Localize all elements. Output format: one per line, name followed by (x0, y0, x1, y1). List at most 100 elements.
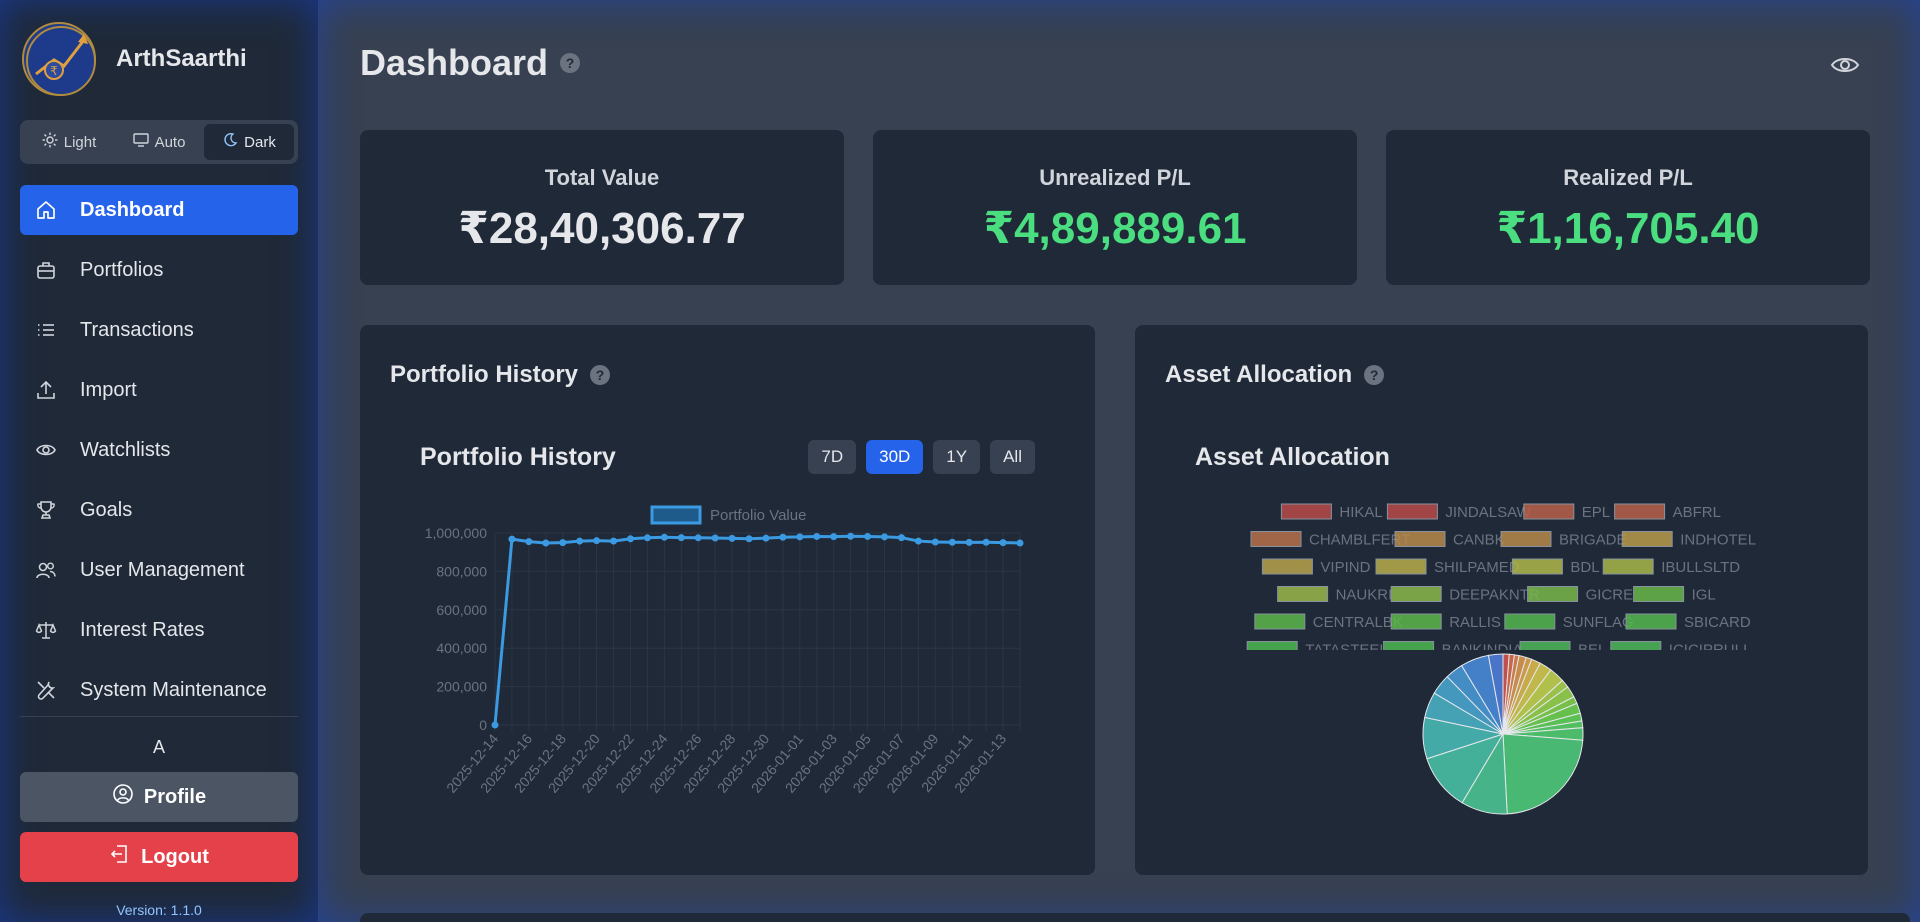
data-point (914, 537, 922, 545)
help-icon[interactable]: ? (560, 53, 581, 73)
legend-swatch (1523, 503, 1575, 520)
sidebar-item-user-management[interactable]: User Management (20, 545, 298, 595)
privacy-toggle-button[interactable] (1830, 50, 1860, 85)
data-point (982, 538, 990, 546)
legend-label: EPL (1582, 504, 1610, 521)
pie-slice (1502, 733, 1584, 815)
help-icon[interactable]: ? (590, 365, 611, 385)
home-icon (34, 198, 58, 222)
legend-label: ICICIPRULI (1669, 642, 1747, 659)
theme-auto-button[interactable]: Auto (114, 124, 204, 160)
data-point (542, 539, 550, 547)
range-30d-button[interactable]: 30D (866, 440, 924, 474)
legend-swatch (1246, 641, 1298, 650)
logout-label: Logout (141, 845, 209, 868)
theme-dark-button[interactable]: Dark (204, 124, 294, 160)
legend-label: IBULLSLTD (1661, 559, 1740, 576)
legend-label: IGL (1692, 587, 1716, 604)
sidebar-item-goals[interactable]: Goals (20, 485, 298, 535)
user-initial: A (152, 737, 165, 757)
legend-swatch (1519, 641, 1571, 650)
legend-swatch (1390, 613, 1442, 630)
legend-label: JINDALSAW (1445, 504, 1531, 521)
theme-dark-label: Dark (244, 133, 276, 151)
legend-swatch (1504, 613, 1556, 630)
sidebar-item-label: Import (80, 378, 137, 401)
legend-swatch (1383, 641, 1435, 650)
data-point (576, 537, 584, 545)
data-point (525, 538, 533, 546)
sidebar-item-import[interactable]: Import (20, 365, 298, 415)
sidebar-item-portfolios[interactable]: Portfolios (20, 245, 298, 295)
eye-icon (34, 438, 58, 462)
page-title-text: Dashboard (360, 42, 549, 83)
sidebar-item-label: Dashboard (80, 198, 185, 221)
sidebar: ₹ ArthSaarthi Light Auto (0, 0, 318, 922)
sidebar-item-interest-rates[interactable]: Interest Rates (20, 605, 298, 655)
data-point (796, 533, 804, 541)
legend-label: ABFRL (1673, 504, 1721, 521)
brand[interactable]: ₹ ArthSaarthi (22, 22, 247, 96)
range-selector: 7D 30D 1Y All (808, 440, 1035, 474)
sidebar-item-dashboard[interactable]: Dashboard (20, 185, 298, 235)
stat-card-realized-pl: Realized P/L ₹1,16,705.40 (1386, 130, 1870, 285)
legend-label: TATASTEEL (1305, 642, 1388, 659)
legend-swatch (1500, 531, 1552, 547)
logout-button[interactable]: Logout (20, 832, 298, 882)
main-content: Dashboard ? Total Value ₹28,40,306.77 Un… (318, 0, 1920, 922)
legend-label: BRIGADE (1559, 532, 1627, 549)
sidebar-divider (20, 716, 298, 717)
asset-allocation-chart[interactable]: HIKAL JINDALSAW EPL ABFRL CHAMBLFERT CANBK BRI… (1135, 325, 1868, 875)
y-tick-label: 400,000 (436, 640, 487, 656)
next-panel-edge (360, 913, 1910, 922)
legend-label: NAUKRI (1336, 587, 1393, 604)
svg-text:₹: ₹ (50, 64, 58, 78)
range-all-button[interactable]: All (990, 440, 1035, 474)
eye-icon (1830, 58, 1860, 84)
stat-label: Realized P/L (1563, 165, 1693, 190)
legend-swatch (1386, 503, 1438, 520)
data-point (931, 538, 939, 546)
sidebar-item-watchlists[interactable]: Watchlists (20, 425, 298, 475)
sidebar-item-label: Portfolios (80, 258, 164, 281)
sidebar-item-label: System Maintenance (80, 678, 267, 701)
chart-title: Portfolio History (420, 443, 616, 471)
app-version: Version: 1.1.0 (116, 902, 202, 918)
range-1y-button[interactable]: 1Y (933, 440, 981, 474)
legend-swatch (1261, 558, 1313, 575)
legend-label: CENTRALBK (1313, 614, 1403, 631)
data-point (847, 532, 855, 540)
legend-swatch (1610, 641, 1662, 650)
sidebar-item-label: Interest Rates (80, 618, 205, 641)
portfolio-history-chart[interactable]: Portfolio Value 1,000,000 800,000 600,000 40… (360, 325, 1095, 875)
legend-swatch (1277, 586, 1329, 602)
help-icon[interactable]: ? (1364, 365, 1385, 385)
scale-icon (34, 618, 58, 642)
data-point (745, 535, 753, 543)
legend-label: SUNFLAG (1563, 614, 1634, 631)
data-point (813, 532, 821, 540)
data-point (897, 534, 905, 542)
data-point (948, 538, 956, 546)
legend-swatch (1280, 503, 1332, 520)
profile-button[interactable]: Profile (20, 772, 298, 822)
range-7d-button[interactable]: 7D (808, 440, 857, 474)
sidebar-item-transactions[interactable]: Transactions (20, 305, 298, 355)
sidebar-nav: Dashboard Portfolios Transactions Import (20, 185, 298, 725)
theme-light-button[interactable]: Light (24, 124, 114, 160)
legend-swatch (1602, 558, 1654, 575)
legend-swatch (1633, 586, 1685, 602)
legend-swatch (1375, 558, 1427, 575)
monitor-icon (132, 132, 149, 152)
data-point (508, 535, 516, 543)
y-tick-label: 200,000 (436, 679, 487, 695)
data-point (1016, 539, 1024, 547)
legend-swatch (1527, 586, 1579, 602)
sidebar-item-system-maintenance[interactable]: System Maintenance (20, 665, 298, 715)
legend-swatch (1621, 531, 1673, 547)
sidebar-item-label: Transactions (80, 318, 194, 341)
y-tick-label: 1,000,000 (425, 525, 487, 541)
y-tick-label: 600,000 (436, 602, 487, 618)
chart-title: Asset Allocation (1195, 443, 1390, 471)
sidebar-item-label: User Management (80, 558, 245, 581)
